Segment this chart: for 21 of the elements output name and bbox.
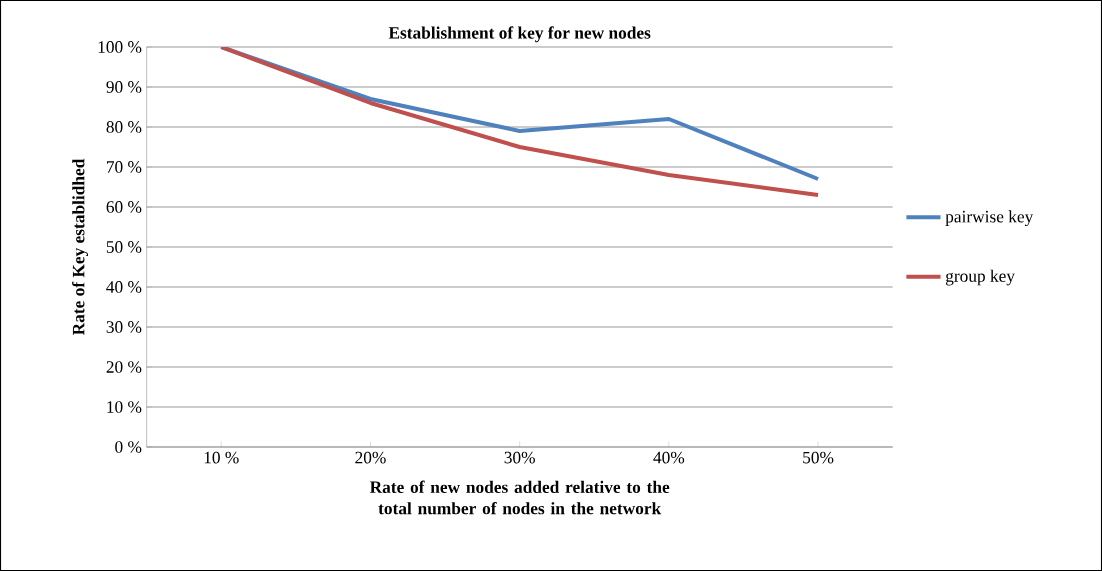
- y-tick-label: 0 %: [115, 441, 142, 453]
- y-tick-label: 40 %: [106, 281, 142, 293]
- y-tick-label: 70 %: [107, 161, 142, 173]
- y-tick-label: 30 %: [106, 321, 142, 333]
- y-tick-label: 10 %: [107, 401, 142, 413]
- x-tick-label: 10 %: [204, 451, 239, 464]
- legend-label: group key: [945, 269, 1015, 286]
- y-tick-label: 50 %: [106, 241, 142, 253]
- y-tick-label: 20 %: [106, 361, 142, 373]
- y-tick-label: 80 %: [106, 121, 142, 133]
- x-axis-title: Rate of new nodes added relative to the total number of nodes in the network: [369, 480, 670, 515]
- y-axis-title: Rate of Key establidhed: [72, 158, 89, 336]
- legend-label: pairwise key: [945, 210, 1034, 227]
- y-tick-label: 100 %: [98, 41, 142, 53]
- y-tick-label: 60 %: [106, 201, 142, 213]
- x-tick-label: 30%: [504, 451, 535, 464]
- chart-title: Establishment of key for new nodes: [388, 26, 651, 43]
- x-tick-label: 20%: [355, 451, 386, 464]
- y-tick-label: 90 %: [106, 81, 142, 93]
- x-tick-label: 50%: [803, 451, 834, 464]
- x-tick-label: 40%: [653, 451, 685, 464]
